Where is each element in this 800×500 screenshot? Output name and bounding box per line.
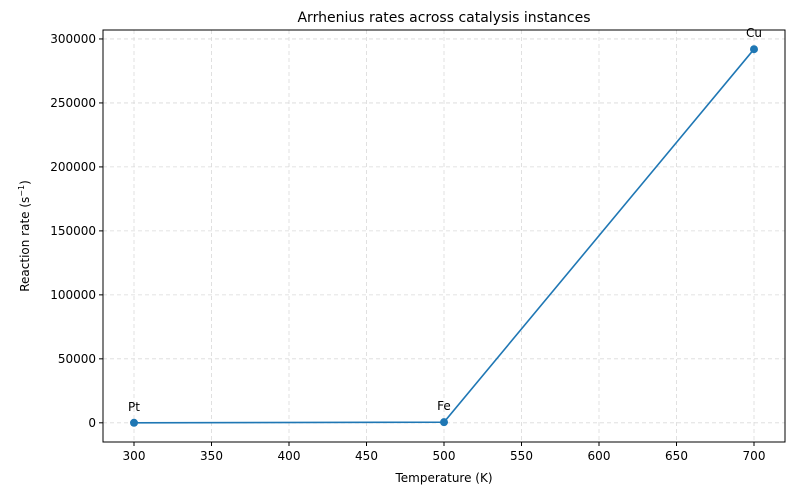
x-tick-label: 300 — [123, 449, 146, 463]
data-point — [130, 418, 138, 427]
y-axis-label: Reaction rate (s−1) — [17, 180, 32, 292]
x-tick-label: 600 — [588, 449, 611, 463]
x-tick-label: 400 — [278, 449, 301, 463]
x-tick-label: 450 — [355, 449, 378, 463]
x-tick-label: 500 — [433, 449, 456, 463]
y-axis-label-end: ) — [18, 180, 32, 185]
x-tick-label: 550 — [510, 449, 533, 463]
x-tick-label: 350 — [200, 449, 223, 463]
grid-layer — [103, 30, 785, 442]
point-label: Cu — [746, 26, 762, 40]
x-tick-label: 650 — [665, 449, 688, 463]
y-tick-label: 50000 — [58, 352, 96, 366]
y-tick-label: 150000 — [50, 224, 96, 238]
y-tick-label: 250000 — [50, 96, 96, 110]
y-tick-label: 300000 — [50, 32, 96, 46]
x-tick-label: 700 — [743, 449, 766, 463]
data-point — [750, 45, 758, 54]
y-tick-label: 100000 — [50, 288, 96, 302]
data-point — [440, 418, 448, 427]
tick-layer: 300 350 400 450 500 550 600 650 700 0 50000 100000 1… — [50, 32, 765, 463]
series-layer: Pt Fe Cu — [128, 26, 762, 427]
y-tick-label: 0 — [88, 416, 96, 430]
chart-title: Arrhenius rates across catalysis instanc… — [297, 10, 590, 26]
point-label: Pt — [128, 400, 140, 414]
y-axis-label-main: Reaction rate (s — [18, 197, 32, 292]
y-tick-label: 200000 — [50, 160, 96, 174]
y-axis-label-sup: −1 — [17, 185, 26, 197]
point-label: Fe — [437, 399, 451, 413]
x-axis-label: Temperature (K) — [394, 471, 492, 485]
